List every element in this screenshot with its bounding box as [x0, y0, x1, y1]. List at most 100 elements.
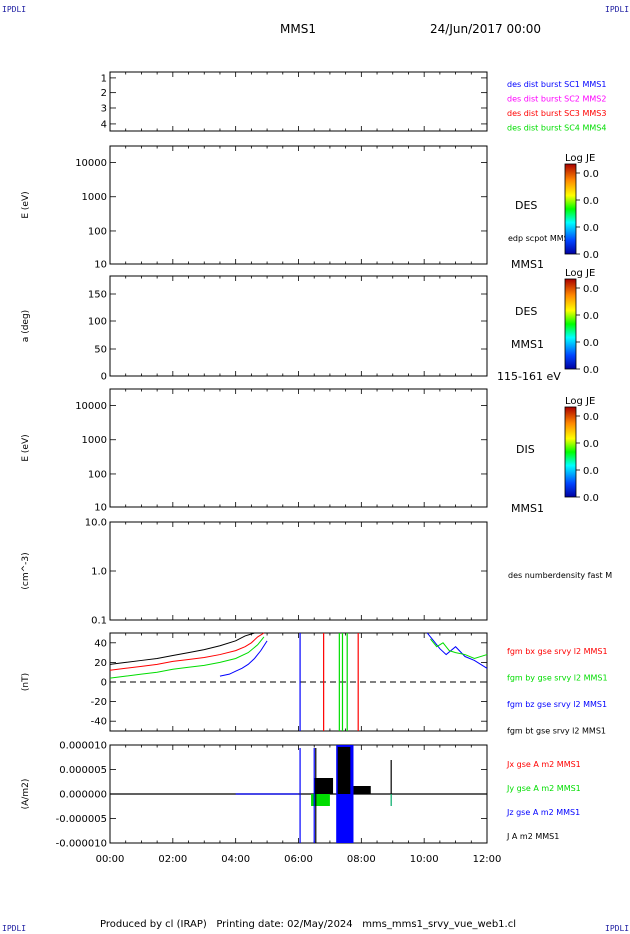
- spacecraft-title: MMS1: [280, 22, 316, 36]
- y-tick-label: 0: [101, 678, 107, 689]
- y-tick-label: 40: [94, 638, 107, 649]
- colorbar-tick-label: 0.0: [583, 196, 599, 207]
- colorbar-tick-label: 0.0: [583, 223, 599, 234]
- colorbar-tick-label: 0.0: [583, 338, 599, 349]
- y-tick-label: 10: [94, 503, 107, 514]
- y-tick-label: 10.0: [85, 518, 107, 529]
- panel-frame: [109, 275, 488, 377]
- y-tick-label: 0.000005: [59, 765, 107, 776]
- y-axis-label: E (eV): [21, 434, 31, 461]
- colorbar: [564, 163, 577, 255]
- corner-mark-tr: IPDLI: [605, 5, 630, 14]
- panel-frame: [109, 521, 488, 621]
- legend-entry: des dist burst SC3 MMS3: [507, 109, 606, 118]
- y-tick-label: 1000: [82, 435, 107, 446]
- y-axis-label: a (deg): [21, 310, 31, 342]
- x-tick-label: 06:00: [284, 854, 313, 865]
- y-tick-label: 10: [94, 260, 107, 271]
- side-label: 115-161 eV: [497, 370, 561, 383]
- x-tick-label: 02:00: [158, 854, 187, 865]
- y-tick-label: 3: [101, 103, 107, 114]
- series-line: [219, 640, 268, 677]
- corner-mark-tl: IPDLI: [2, 5, 27, 14]
- panel-frame: [109, 71, 488, 132]
- colorbar-tick-label: 0.0: [583, 250, 599, 261]
- series-line: [109, 632, 265, 671]
- x-tick-label: 04:00: [221, 854, 250, 865]
- y-tick-label: -20: [91, 697, 107, 708]
- y-tick-label: 1000: [82, 192, 107, 203]
- colorbar-tick-label: 0.0: [583, 169, 599, 180]
- y-tick-label: 150: [88, 290, 107, 301]
- legend-entry: des dist burst SC1 MMS1: [507, 80, 606, 89]
- side-label: edp scpot MMS1: [508, 234, 574, 243]
- colorbar-tick-label: 0.0: [583, 284, 599, 295]
- legend-entry: Jx gse A m2 MMS1: [506, 760, 581, 769]
- series-line: [109, 632, 261, 665]
- y-tick-label: 2: [101, 88, 107, 99]
- date-title: 24/Jun/2017 00:00: [430, 22, 542, 36]
- y-tick-label: 20: [94, 658, 107, 669]
- side-label: MMS1: [511, 338, 544, 351]
- legend-entry: Jz gse A m2 MMS1: [506, 808, 580, 817]
- panel-frame: [109, 145, 488, 265]
- colorbar: [564, 406, 577, 498]
- current-burst-black: [314, 778, 334, 794]
- colorbar-tick-label: 0.0: [583, 439, 599, 450]
- colorbar-title: Log JE: [565, 153, 595, 164]
- x-tick-label: 08:00: [347, 854, 376, 865]
- y-tick-label: -40: [91, 717, 107, 728]
- y-tick-label: 0.1: [91, 616, 107, 627]
- y-tick-label: 0.000000: [59, 790, 107, 801]
- y-tick-label: 1.0: [91, 567, 107, 578]
- x-tick-label: 12:00: [473, 854, 502, 865]
- y-axis-label: E (eV): [21, 191, 31, 218]
- side-label: MMS1: [511, 258, 544, 271]
- y-tick-label: 10000: [75, 158, 107, 169]
- legend-entry: J A m2 MMS1: [506, 832, 559, 841]
- y-tick-label: 0: [101, 372, 107, 383]
- side-label: MMS1: [511, 502, 544, 515]
- legend-entry: des dist burst SC4 MMS4: [507, 124, 606, 133]
- y-tick-label: 10000: [75, 401, 107, 412]
- footer-text: Produced by cl (IRAP) Printing date: 02/…: [100, 919, 517, 930]
- y-axis-label: (A/m2): [21, 779, 31, 810]
- colorbar-tick-label: 0.0: [583, 311, 599, 322]
- colorbar-tick-label: 0.0: [583, 412, 599, 423]
- side-label: des numberdensity fast M: [508, 571, 612, 580]
- corner-mark-bl: IPDLI: [2, 924, 27, 933]
- colorbar: [564, 278, 577, 370]
- y-tick-label: -0.000010: [56, 839, 107, 850]
- y-tick-label: 4: [101, 119, 107, 130]
- legend-entry: fgm bz gse srvy l2 MMS1: [507, 700, 607, 709]
- side-label: DES: [515, 199, 537, 212]
- y-tick-label: 50: [94, 345, 107, 356]
- series-line: [109, 636, 265, 679]
- y-tick-label: -0.000005: [56, 814, 107, 825]
- y-tick-label: 100: [88, 226, 107, 237]
- legend-entry: des dist burst SC2 MMS2: [507, 95, 606, 104]
- legend-entry: fgm by gse srvy l2 MMS1: [507, 674, 608, 683]
- y-tick-label: 100: [88, 469, 107, 480]
- legend-entry: fgm bt gse srvy l2 MMS1: [507, 727, 606, 736]
- colorbar-tick-label: 0.0: [583, 466, 599, 477]
- colorbar-title: Log JE: [565, 396, 595, 407]
- x-tick-label: 10:00: [410, 854, 439, 865]
- colorbar-title: Log JE: [565, 268, 595, 279]
- series-line: [430, 638, 488, 660]
- y-axis-label: (cm^-3): [21, 552, 31, 589]
- panel-frame: [109, 388, 488, 508]
- current-tail-black: [353, 786, 371, 794]
- colorbar-tick-label: 0.0: [583, 493, 599, 504]
- y-tick-label: 0.000010: [59, 741, 107, 752]
- current-block-black: [337, 747, 351, 794]
- corner-mark-br: IPDLI: [605, 924, 630, 933]
- legend-entry: Jy gse A m2 MMS1: [506, 784, 581, 793]
- legend-entry: fgm bx gse srvy l2 MMS1: [507, 647, 608, 656]
- side-label: DES: [515, 305, 537, 318]
- x-tick-label: 00:00: [96, 854, 125, 865]
- y-tick-label: 1: [101, 73, 107, 84]
- side-label: DIS: [516, 443, 535, 456]
- series-line: [426, 632, 488, 669]
